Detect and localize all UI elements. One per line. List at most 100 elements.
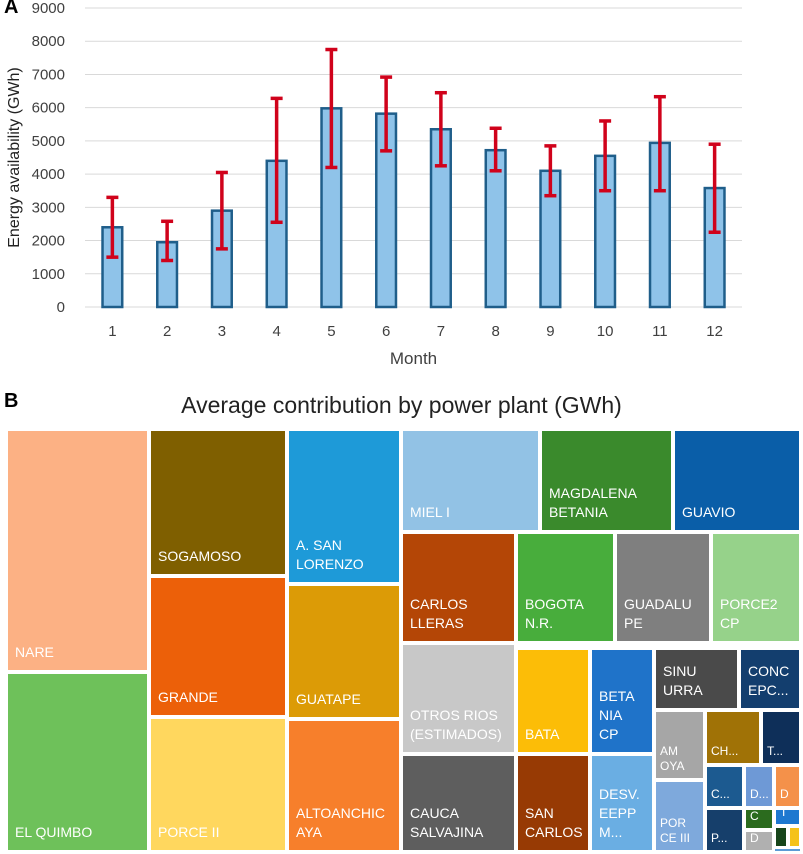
treemap-tile-label: T...: [767, 744, 784, 758]
treemap-tile: MIEL I: [401, 429, 540, 532]
treemap-tile-label: T: [780, 808, 788, 819]
treemap-tile-label: EL QUIMBO: [15, 824, 93, 840]
treemap-tile-label: NARE: [15, 644, 54, 660]
y-tick-label: 5000: [32, 133, 65, 150]
treemap-tile-label: SAN CARLOS: [525, 805, 583, 840]
treemap-tile: C: [744, 808, 774, 830]
treemap-tile-label: MIEL I: [410, 504, 450, 520]
treemap-tile-label: POR CE III: [660, 816, 691, 845]
x-tick-label: 3: [218, 323, 226, 340]
treemap-tile-label: GUADALU PE: [624, 596, 692, 631]
treemap-tile-label: D: [750, 831, 759, 845]
treemap-tile: DESV. EEPP M...: [590, 754, 654, 852]
x-tick-label: 5: [327, 323, 335, 340]
treemap-tile-label: AM OYA: [660, 744, 685, 773]
treemap-tile-label: MAGDALENA BETANIA: [549, 485, 637, 520]
y-tick-label: 6000: [32, 100, 65, 117]
treemap-tile: GRANDE: [149, 576, 287, 717]
treemap-tile: NARE: [6, 429, 149, 672]
treemap-tile-label: BATA: [525, 726, 560, 742]
treemap-tile: PORCE II: [149, 717, 287, 852]
treemap-tile-label: BOGOTA N.R.: [525, 596, 584, 631]
y-axis-label: Energy availability (GWh): [6, 67, 23, 248]
treemap-tile: BETA NIA CP: [590, 648, 654, 754]
x-tick-label: 7: [437, 323, 445, 340]
y-tick-label: 0: [57, 299, 65, 316]
treemap-tile: GUADALU PE: [615, 532, 711, 643]
y-tick-label: 1000: [32, 266, 65, 283]
treemap-tile: AM OYA: [654, 710, 705, 780]
x-tick-label: 1: [108, 323, 116, 340]
panel-a-letter: A: [4, 0, 19, 18]
treemap-tile-label: P...: [711, 831, 728, 845]
y-tick-label: 4000: [32, 166, 65, 183]
treemap-tile-label: SINU URRA: [663, 663, 703, 698]
treemap-tile-label: SOGAMOSO: [158, 548, 242, 564]
treemap-tile-label: CARLOS LLERAS: [410, 596, 468, 631]
treemap-tile: POR CE III: [654, 780, 705, 852]
treemap-tile: BOGOTA N.R.: [516, 532, 615, 643]
x-tick-label: 2: [163, 323, 171, 340]
treemap-tile: EL QUIMBO: [6, 672, 149, 852]
treemap-tile: CAUCA SALVAJINA: [401, 754, 516, 852]
treemap-tile: GUATAPE: [287, 584, 401, 719]
treemap-tile: [788, 826, 801, 848]
x-tick-label: 12: [706, 323, 723, 340]
treemap-tile-label: CAUCA SALVAJINA: [410, 805, 484, 840]
treemap-tile-label: PORCE II: [158, 824, 220, 840]
treemap-tile-label: CONC EPC...: [748, 663, 790, 698]
y-tick-label: 3000: [32, 199, 65, 216]
treemap-tile-label: A. SAN LORENZO: [296, 537, 364, 572]
y-tick-label: 9000: [32, 0, 65, 17]
treemap-tile-label: D...: [750, 787, 769, 801]
treemap-tile: C...: [705, 765, 744, 808]
treemap-tile: SAN CARLOS: [516, 754, 590, 852]
x-tick-label: 10: [597, 323, 614, 340]
treemap-tile-label: DESV. EEPP M...: [599, 786, 640, 840]
treemap-tile: [774, 826, 788, 848]
treemap-tile-label: ALTOANCHIC AYA: [296, 805, 385, 840]
treemap-tile-label: CH...: [711, 744, 739, 758]
x-tick-label: 11: [652, 323, 668, 340]
y-tick-label: 2000: [32, 233, 65, 250]
treemap-tile: OTROS RIOS (ESTIMADOS): [401, 643, 516, 754]
y-tick-label: 7000: [32, 66, 65, 83]
treemap-tile: D: [774, 765, 801, 808]
treemap-tile: [774, 848, 801, 852]
treemap-tile-label: GUAVIO: [682, 504, 736, 520]
y-tick-label: 8000: [32, 33, 65, 50]
treemap-tile: P...: [705, 808, 744, 852]
treemap-tile: MAGDALENA BETANIA: [540, 429, 673, 532]
x-tick-label: 6: [382, 323, 390, 340]
treemap-tile-label: C: [750, 809, 759, 823]
treemap-tile-label: PORCE2 CP: [720, 596, 778, 631]
panel-b-letter: B: [4, 390, 19, 412]
treemap-tile-label: OTROS RIOS (ESTIMADOS): [410, 707, 502, 742]
treemap-tile: CARLOS LLERAS: [401, 532, 516, 643]
treemap-tile-label: BETA NIA CP: [599, 688, 635, 742]
treemap-tile: GUAVIO: [673, 429, 801, 532]
treemap-tile: D...: [744, 765, 774, 808]
treemap-tile: A. SAN LORENZO: [287, 429, 401, 584]
x-tick-label: 4: [272, 323, 280, 340]
treemap-tile: PORCE2 CP: [711, 532, 801, 643]
x-axis-label: Month: [390, 349, 437, 368]
treemap-tile: CH...: [705, 710, 761, 765]
treemap-tile: BATA: [516, 648, 590, 754]
treemap-tile: T...: [761, 710, 801, 765]
treemap-tile: CONC EPC...: [739, 648, 801, 710]
treemap-tile: T: [774, 808, 801, 826]
x-tick-label: 8: [491, 323, 499, 340]
treemap-tile: SOGAMOSO: [149, 429, 287, 576]
x-tick-label: 9: [546, 323, 554, 340]
treemap-tile-label: D: [780, 787, 789, 801]
treemap-title: Average contribution by power plant (GWh…: [181, 392, 622, 418]
treemap-tile: SINU URRA: [654, 648, 739, 710]
treemap-tile-label: GUATAPE: [296, 691, 361, 707]
treemap-tile: D: [744, 830, 774, 852]
treemap-tile-label: GRANDE: [158, 689, 218, 705]
treemap-tile-label: C...: [711, 787, 730, 801]
treemap-tile: ALTOANCHIC AYA: [287, 719, 401, 852]
